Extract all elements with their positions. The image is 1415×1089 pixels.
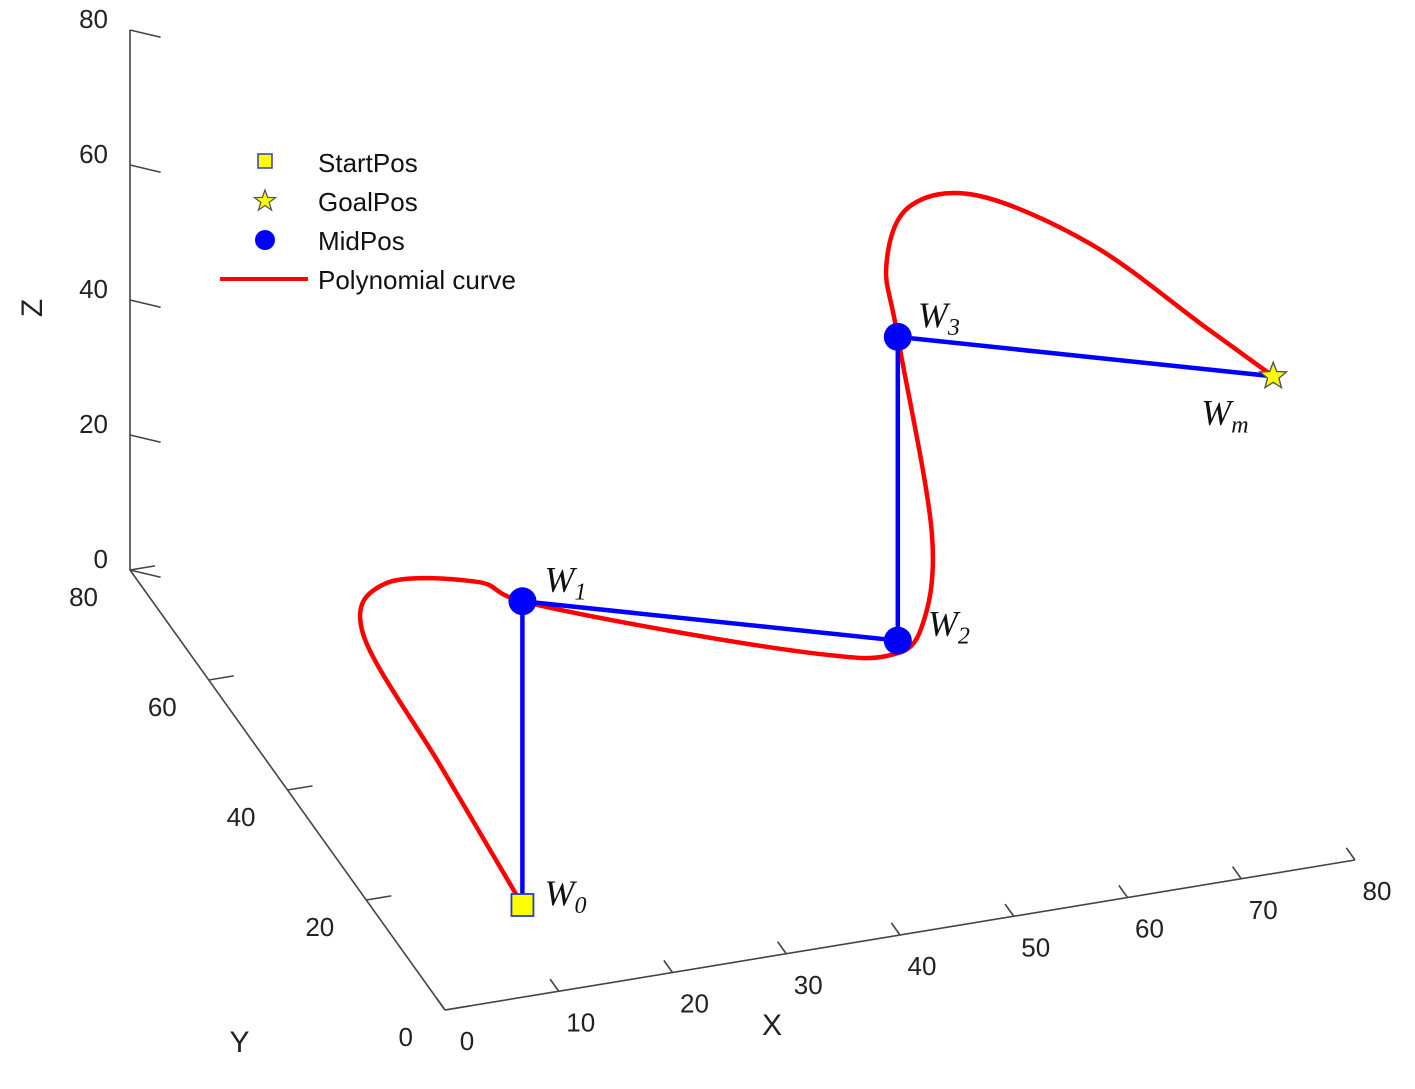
x-tick-mark bbox=[1345, 847, 1356, 861]
start-square-marker bbox=[510, 893, 535, 917]
polynomial-curve-line bbox=[357, 190, 1275, 907]
legend-label-midpos: MidPos bbox=[318, 226, 405, 256]
z-tick-label: 0 bbox=[94, 544, 108, 574]
goal-star-marker bbox=[1258, 360, 1289, 390]
x-tick-mark bbox=[435, 997, 446, 1011]
y-tick-label: 0 bbox=[399, 1022, 413, 1052]
y-tick-mark bbox=[287, 785, 313, 791]
x-tick-label: 30 bbox=[794, 970, 823, 1000]
x-tick-mark bbox=[776, 941, 787, 955]
waypoint-label-letter: W bbox=[918, 295, 951, 335]
y-tick-label: 80 bbox=[69, 582, 98, 612]
z-tick-label: 40 bbox=[79, 274, 108, 304]
waypoint-label-subscript: 0 bbox=[574, 893, 586, 919]
x-tick-mark bbox=[663, 959, 674, 973]
legend-entry-midpos: MidPos bbox=[255, 226, 405, 256]
series bbox=[357, 190, 1275, 907]
waypoint-label-letter: W bbox=[544, 873, 577, 913]
x-tick-label: 60 bbox=[1135, 914, 1164, 944]
midpos-circle-marker bbox=[883, 322, 912, 351]
x-tick-label: 50 bbox=[1021, 932, 1050, 962]
x-axis-title: X bbox=[762, 1009, 782, 1042]
waypoint-label-letter: W bbox=[928, 604, 961, 644]
z-tick-mark bbox=[129, 29, 161, 39]
x-tick-label: 70 bbox=[1249, 895, 1278, 925]
waypoint-label-letter: W bbox=[1201, 392, 1234, 432]
midpos-circle-marker bbox=[508, 587, 537, 616]
x-tick-mark bbox=[890, 922, 901, 936]
x-tick-label: 0 bbox=[460, 1026, 474, 1056]
x-tick-label: 10 bbox=[566, 1007, 595, 1037]
legend-entry-startpos: StartPos bbox=[257, 148, 418, 178]
waypoint-label-subscript: 1 bbox=[574, 579, 586, 605]
legend: StartPos GoalPos MidPos Polynomial curve bbox=[220, 148, 516, 295]
x-tick-label: 40 bbox=[908, 951, 937, 981]
waypoint-label: W2 bbox=[928, 604, 970, 650]
y-tick-mark bbox=[208, 675, 234, 681]
legend-circle-marker bbox=[255, 230, 275, 250]
z-tick-label: 20 bbox=[79, 409, 108, 439]
legend-entry-goalpos: GoalPos bbox=[252, 187, 418, 217]
y-tick-label: 60 bbox=[148, 692, 177, 722]
legend-label-startpos: StartPos bbox=[318, 148, 418, 178]
x-tick-mark bbox=[1231, 866, 1242, 880]
x-tick-mark bbox=[1004, 903, 1015, 917]
y-tick-mark bbox=[366, 895, 392, 901]
legend-label-goalpos: GoalPos bbox=[318, 187, 418, 217]
waypoint-label-subscript: 2 bbox=[958, 624, 970, 650]
z-axis-title: Z bbox=[16, 299, 49, 317]
legend-label-polynomial-curve: Polynomial curve bbox=[318, 265, 516, 295]
z-tick-mark bbox=[129, 569, 161, 579]
y-tick-label: 40 bbox=[227, 802, 256, 832]
legend-entry-polynomial-curve: Polynomial curve bbox=[220, 265, 516, 295]
z-tick-mark bbox=[129, 164, 161, 174]
waypoint-label: W0 bbox=[544, 873, 586, 919]
waypoint-label-subscript: m bbox=[1231, 412, 1248, 438]
x-tick-label: 20 bbox=[680, 989, 709, 1019]
waypoint-label-subscript: 3 bbox=[947, 315, 960, 341]
z-tick-mark bbox=[129, 299, 161, 309]
z-tick-label: 60 bbox=[79, 139, 108, 169]
z-tick-label: 80 bbox=[79, 4, 108, 34]
midpos-circle-marker bbox=[883, 626, 912, 655]
z-tick-mark bbox=[129, 434, 161, 444]
x-tick-mark bbox=[549, 978, 560, 992]
y-axis-title: Y bbox=[229, 1026, 249, 1059]
x-tick-mark bbox=[1118, 884, 1129, 898]
waypoint-label: Wm bbox=[1201, 392, 1248, 438]
y-tick-mark bbox=[444, 1005, 471, 1011]
x-tick-label: 80 bbox=[1363, 876, 1392, 906]
waypoint-label-letter: W bbox=[544, 559, 577, 599]
waypoint-label: W3 bbox=[918, 295, 960, 341]
legend-star-marker bbox=[252, 188, 278, 212]
legend-square-marker bbox=[257, 153, 273, 169]
y-tick-mark bbox=[129, 565, 156, 571]
waypoint-label: W1 bbox=[544, 559, 586, 605]
waypoint-segment-line bbox=[520, 334, 1274, 905]
y-tick-label: 20 bbox=[305, 912, 334, 942]
axes: X Y Z 0102030405060708002040608002040608… bbox=[16, 4, 1391, 1059]
